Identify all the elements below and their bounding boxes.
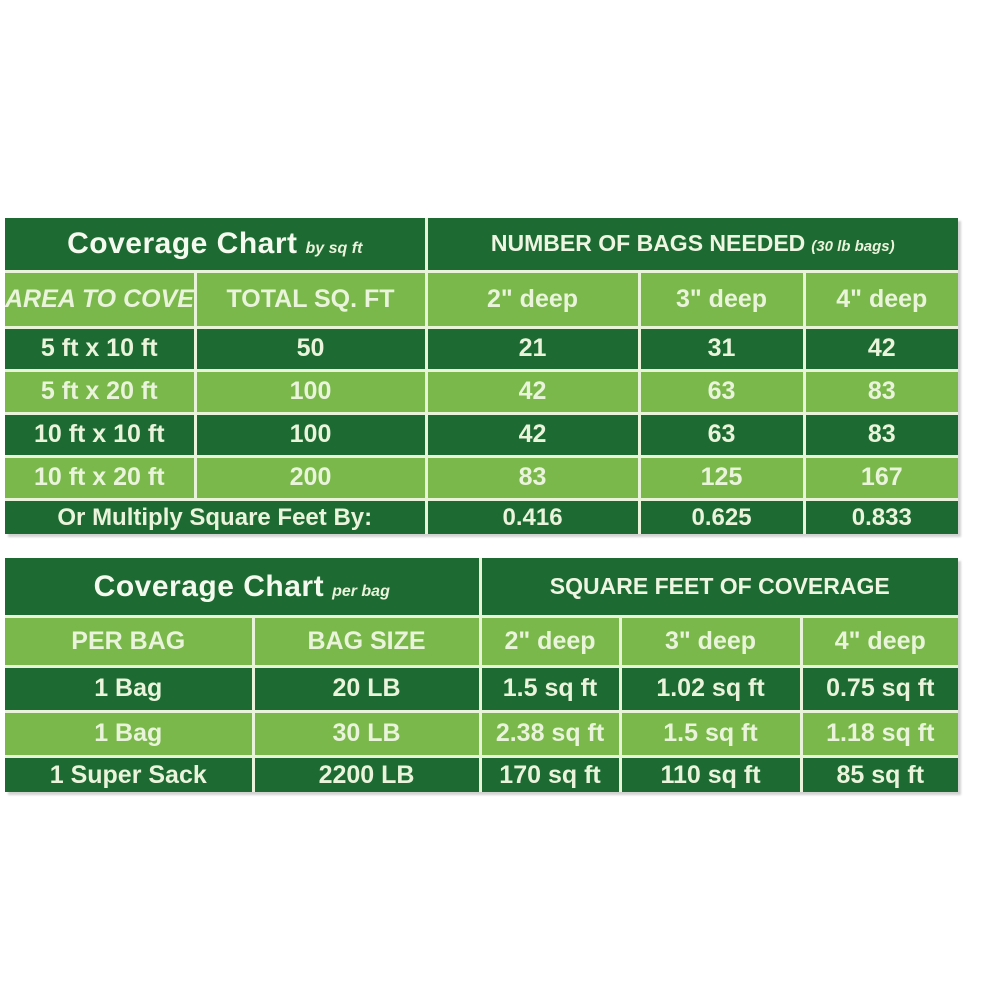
table-cell: 5 ft x 10 ft	[5, 325, 195, 370]
table1-column-header-row: AREA TO COVER TOTAL SQ. FT 2" deep 3" de…	[5, 269, 959, 327]
table2-title-suffix: per bag	[332, 582, 390, 600]
table-cell: 85 sq ft	[799, 754, 959, 792]
table1-title: Coverage Chart	[67, 227, 298, 260]
table2-column-header-row: PER BAG BAG SIZE 2" deep 3" deep 4" deep	[5, 614, 959, 666]
column-header-3in-deep: 3" deep	[637, 269, 805, 327]
table-cell: 100	[193, 368, 427, 413]
table-cell: 10 ft x 10 ft	[5, 411, 195, 456]
table-row: 1 Super Sack 2200 LB 170 sq ft 110 sq ft…	[5, 754, 959, 792]
column-header-4in-deep: 4" deep	[799, 614, 959, 666]
table-cell: 1.02 sq ft	[618, 664, 802, 711]
table-cell: 2200 LB	[251, 754, 481, 792]
table-cell: 200	[193, 454, 427, 499]
table-cell: 1.5 sq ft	[478, 664, 621, 711]
table-cell: 42	[424, 368, 640, 413]
table-cell: 5 ft x 20 ft	[5, 368, 195, 413]
table-cell: 125	[637, 454, 805, 499]
sqft-coverage-title: SQUARE FEET OF COVERAGE	[549, 572, 890, 599]
coverage-chart-by-sqft-table: Coverage Chart by sq ft NUMBER OF BAGS NE…	[5, 218, 959, 534]
column-header-area-to-cover: AREA TO COVER	[5, 269, 195, 327]
table2-header-row: Coverage Chart per bag SQUARE FEET OF COV…	[5, 558, 959, 616]
column-header-3in-deep: 3" deep	[618, 614, 802, 666]
table-cell: 1.5 sq ft	[618, 709, 802, 756]
table-cell: 63	[637, 411, 805, 456]
table-cell: 2.38 sq ft	[478, 709, 621, 756]
table-cell: 1 Bag	[5, 664, 253, 711]
table-row: 1 Bag 20 LB 1.5 sq ft 1.02 sq ft 0.75 sq…	[5, 664, 959, 711]
table-cell: 1 Bag	[5, 709, 253, 756]
multiplier-4in: 0.833	[802, 497, 959, 534]
table-cell: 110 sq ft	[618, 754, 802, 792]
table2-title: Coverage Chart	[93, 569, 325, 603]
table-cell: 30 LB	[251, 709, 481, 756]
table-cell: 1 Super Sack	[5, 754, 253, 792]
table-cell: 21	[424, 325, 640, 370]
column-header-2in-deep: 2" deep	[424, 269, 640, 327]
table-cell: 0.75 sq ft	[799, 664, 959, 711]
bags-needed-header-cell: NUMBER OF BAGS NEEDED (30 lb bags)	[424, 218, 959, 271]
sqft-coverage-header-cell: SQUARE FEET OF COVERAGE	[478, 558, 959, 616]
table-cell: 1.18 sq ft	[799, 709, 959, 756]
table-cell: 100	[193, 411, 427, 456]
column-header-4in-deep: 4" deep	[802, 269, 959, 327]
multiplier-2in: 0.416	[424, 497, 640, 534]
table-cell: 42	[424, 411, 640, 456]
table-row: 10 ft x 10 ft 100 42 63 83	[5, 411, 959, 456]
table-row: 1 Bag 30 LB 2.38 sq ft 1.5 sq ft 1.18 sq…	[5, 709, 959, 756]
multiplier-label: Or Multiply Square Feet By:	[5, 497, 427, 534]
coverage-chart-per-bag-table: Coverage Chart per bag SQUARE FEET OF COV…	[5, 558, 959, 792]
table1-multiplier-row: Or Multiply Square Feet By: 0.416 0.625 …	[5, 497, 959, 534]
table-cell: 50	[193, 325, 427, 370]
table1-title-suffix: by sq ft	[305, 240, 363, 257]
table-cell: 20 LB	[251, 664, 481, 711]
table1-title-cell: Coverage Chart by sq ft	[5, 218, 427, 271]
column-header-per-bag: PER BAG	[5, 614, 253, 666]
table-cell: 42	[802, 325, 959, 370]
table-cell: 10 ft x 20 ft	[5, 454, 195, 499]
table-cell: 31	[637, 325, 805, 370]
table-cell: 167	[802, 454, 959, 499]
table-cell: 63	[637, 368, 805, 413]
column-header-2in-deep: 2" deep	[478, 614, 621, 666]
table-cell: 83	[424, 454, 640, 499]
column-header-total-sqft: TOTAL SQ. FT	[193, 269, 427, 327]
table-cell: 83	[802, 411, 959, 456]
multiplier-3in: 0.625	[637, 497, 805, 534]
table-row: 10 ft x 20 ft 200 83 125 167	[5, 454, 959, 499]
table-row: 5 ft x 20 ft 100 42 63 83	[5, 368, 959, 413]
table1-header-row: Coverage Chart by sq ft NUMBER OF BAGS NE…	[5, 218, 959, 271]
table2-title-cell: Coverage Chart per bag	[5, 558, 481, 616]
bags-needed-note: (30 lb bags)	[811, 238, 895, 256]
table-cell: 83	[802, 368, 959, 413]
column-header-bag-size: BAG SIZE	[251, 614, 481, 666]
table-cell: 170 sq ft	[478, 754, 621, 792]
bags-needed-title: NUMBER OF BAGS NEEDED	[490, 230, 806, 257]
table-row: 5 ft x 10 ft 50 21 31 42	[5, 325, 959, 370]
